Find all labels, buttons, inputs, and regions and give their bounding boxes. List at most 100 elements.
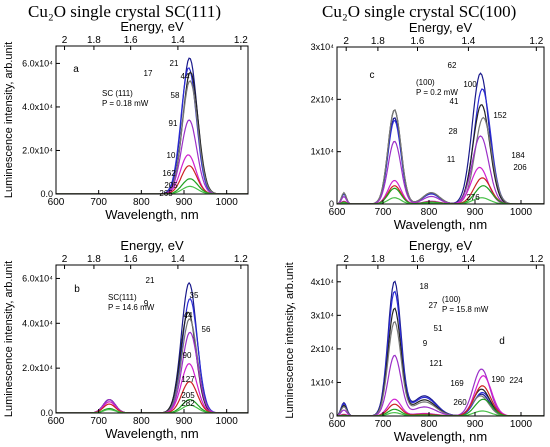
annotation-c-0: (100) — [416, 78, 435, 87]
series-label-b-90: 90 — [183, 351, 192, 360]
x-tick-label-b-1000: 1000 — [216, 416, 239, 427]
panel-letter-c: c — [370, 70, 375, 81]
series-label-b-21: 21 — [146, 276, 155, 285]
top-tick-label-b-3: 1.4 — [171, 254, 185, 265]
series-label-d-18: 18 — [420, 282, 429, 291]
y-tick-label-a-1: 2.0x10⁴ — [22, 145, 53, 155]
panel-a: 600 700 800 900 1000 Wavelength, nm 2 1.8 1.6 1.4… — [3, 19, 249, 222]
x-axis-label-b: Wavelength, nm — [105, 426, 198, 441]
y-axis-label-d: Luminescence intensity, arb.unit — [284, 262, 296, 418]
x-axis-label-a: Wavelength, nm — [105, 207, 198, 222]
y-tick-label-c-3: 3x10⁴ — [311, 42, 335, 52]
x-tick-label-d-1000: 1000 — [510, 419, 533, 430]
x-tick-label-d-800: 800 — [421, 419, 438, 430]
top-tick-label-b-0: 2 — [62, 254, 68, 265]
series-label-d-169: 169 — [450, 379, 464, 388]
x-tick-label-a-700: 700 — [90, 197, 107, 208]
series-label-a-91: 91 — [169, 119, 178, 128]
series-label-b-127: 127 — [181, 375, 195, 384]
series-line-b-9 — [56, 311, 248, 413]
series-line-b-205 — [56, 399, 248, 413]
series-label-b-56: 56 — [202, 325, 211, 334]
series-label-c-11: 11 — [447, 155, 456, 164]
y-axis-label-b: Luminescence intensity, arb.unit — [3, 261, 15, 417]
top-tick-label-c-1: 1.8 — [371, 36, 385, 47]
series-label-c-62: 62 — [448, 61, 457, 70]
series-label-a-21: 21 — [170, 59, 179, 68]
y-tick-label-d-3: 3x10⁴ — [311, 310, 335, 320]
series-label-b-44: 44 — [184, 311, 193, 320]
y-tick-label-d-1: 1x10⁴ — [311, 377, 335, 387]
chart-title-right: Cu₂O single crystal SC(100) — [322, 2, 517, 21]
y-tick-label-b-2: 4.0x10⁴ — [22, 318, 53, 328]
series-line-d-9 — [337, 320, 544, 416]
series-line-a-17 — [56, 67, 248, 194]
top-axis-label-d: Energy, eV — [409, 238, 473, 253]
series-label-a-205: 205 — [164, 181, 178, 190]
series-label-a-162: 162 — [162, 169, 176, 178]
y-tick-label-b-3: 6.0x10⁴ — [22, 273, 53, 283]
top-tick-label-a-0: 2 — [62, 35, 68, 46]
top-tick-label-b-2: 1.6 — [124, 254, 138, 265]
series-line-b-282 — [56, 404, 248, 413]
series-label-a-17: 17 — [144, 69, 153, 78]
series-line-c-100 — [337, 88, 544, 204]
top-tick-label-d-2: 1.6 — [411, 254, 425, 265]
top-tick-label-c-0: 2 — [343, 36, 349, 47]
annotation-a-1: P = 0.18 mW — [102, 99, 149, 108]
series-label-d-27: 27 — [429, 301, 438, 310]
plot-frame-d — [336, 264, 545, 417]
series-label-a-10: 10 — [167, 151, 176, 160]
series-group-d — [337, 280, 544, 416]
x-tick-label-a-1000: 1000 — [216, 197, 239, 208]
series-line-a-162 — [56, 165, 248, 194]
series-label-c-184: 184 — [511, 151, 525, 160]
series-line-b-127 — [56, 381, 248, 413]
x-tick-label-b-900: 900 — [176, 416, 193, 427]
y-tick-label-c-2: 2x10⁴ — [311, 94, 335, 104]
series-label-b-205: 205 — [181, 391, 195, 400]
x-tick-label-d-600: 600 — [329, 419, 346, 430]
y-tick-label-a-0: 0.0 — [40, 189, 53, 199]
series-label-d-121: 121 — [429, 359, 443, 368]
y-tick-label-b-1: 2.0x10⁴ — [22, 363, 53, 373]
series-line-a-205 — [56, 178, 248, 194]
y-tick-label-c-0: 0 — [329, 199, 334, 209]
y-tick-label-d-4: 4x10⁴ — [311, 277, 335, 287]
series-label-b-282: 282 — [181, 399, 195, 408]
top-tick-label-c-4: 1.2 — [529, 36, 543, 47]
y-tick-label-b-0: 0.0 — [40, 408, 53, 418]
series-line-a-91 — [56, 119, 248, 194]
series-line-a-21 — [56, 57, 248, 194]
series-line-d-260 — [337, 410, 544, 416]
x-tick-label-a-600: 600 — [48, 197, 65, 208]
series-label-a-58: 58 — [171, 91, 180, 100]
top-tick-label-a-2: 1.6 — [124, 35, 138, 46]
top-tick-label-d-1: 1.8 — [371, 254, 385, 265]
y-tick-label-d-0: 0 — [329, 411, 334, 421]
top-tick-label-a-4: 1.2 — [234, 35, 248, 46]
series-line-b-56 — [56, 331, 248, 413]
x-tick-label-a-900: 900 — [176, 197, 193, 208]
series-line-a-265 — [56, 185, 248, 194]
series-line-b-35 — [56, 298, 248, 413]
top-tick-label-c-3: 1.4 — [461, 36, 475, 47]
x-tick-label-c-800: 800 — [421, 207, 438, 218]
series-label-c-41: 41 — [450, 97, 459, 106]
y-axis-label-a: Luminescence intensity, arb.unit — [3, 42, 15, 198]
y-tick-label-d-2: 2x10⁴ — [311, 344, 335, 354]
panel-letter-a: a — [73, 64, 79, 75]
series-group-a — [56, 57, 248, 194]
series-label-b-35: 35 — [190, 291, 199, 300]
annotation-b-1: P = 14.6 mW — [108, 303, 155, 312]
annotation-d-0: (100) — [442, 295, 461, 304]
x-axis-label-d: Wavelength, nm — [394, 429, 487, 444]
series-line-a-58 — [56, 80, 248, 194]
series-line-d-18 — [337, 280, 544, 416]
annotation-b-0: SC(111) — [108, 293, 137, 302]
series-label-d-9: 9 — [423, 339, 428, 348]
annotation-a-0: SC (111) — [102, 89, 133, 98]
series-label-a-44: 44 — [181, 72, 190, 81]
top-tick-label-d-3: 1.4 — [461, 254, 475, 265]
